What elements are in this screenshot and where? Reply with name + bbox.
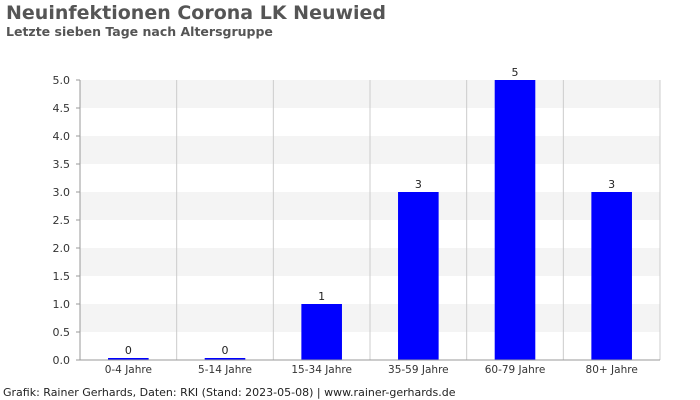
y-axis: 0.0 0.5 1.0 1.5 2.0 2.5 3.0 3.5 4.0 4.5 5.0 bbox=[53, 74, 80, 367]
data-label: 0 bbox=[222, 344, 229, 357]
chart-subtitle: Letzte sieben Tage nach Altersgruppe bbox=[6, 24, 273, 39]
x-tick-label: 0-4 Jahre bbox=[105, 364, 152, 376]
data-label: 3 bbox=[415, 178, 422, 191]
source-credit: Grafik: Rainer Gerhards, Daten: RKI (Sta… bbox=[3, 386, 456, 399]
bar-5-14 Jahre bbox=[204, 358, 246, 360]
data-label: 0 bbox=[125, 344, 132, 357]
y-tick-label: 2.0 bbox=[53, 242, 71, 255]
x-tick-label: 80+ Jahre bbox=[586, 364, 638, 376]
x-tick-label: 35-59 Jahre bbox=[388, 364, 449, 376]
data-label: 5 bbox=[512, 66, 519, 79]
y-tick-label: 4.5 bbox=[53, 102, 71, 115]
bars bbox=[108, 80, 632, 360]
bar-0-4 Jahre bbox=[108, 358, 149, 360]
y-tick-label: 4.0 bbox=[53, 130, 71, 143]
bar-60-79 Jahre bbox=[494, 80, 536, 360]
x-axis: 0-4 Jahre 5-14 Jahre 15-34 Jahre 35-59 Jahr… bbox=[79, 80, 660, 376]
x-tick-label: 5-14 Jahre bbox=[198, 364, 252, 376]
bar-15-34 Jahre bbox=[301, 304, 342, 360]
y-tick-label: 1.0 bbox=[53, 298, 71, 311]
x-tick-label: 15-34 Jahre bbox=[291, 364, 352, 376]
y-tick-label: 3.0 bbox=[53, 186, 71, 199]
chart-title: Neuinfektionen Corona LK Neuwied bbox=[6, 2, 387, 24]
bar-80+ Jahre bbox=[591, 192, 632, 360]
y-tick-label: 2.5 bbox=[53, 214, 71, 227]
y-tick-label: 3.5 bbox=[53, 158, 71, 171]
bar-35-59 Jahre bbox=[398, 192, 439, 360]
y-tick-label: 0.0 bbox=[53, 354, 71, 367]
y-tick-label: 5.0 bbox=[53, 74, 71, 87]
data-labels: 0 0 1 3 5 3 bbox=[125, 66, 615, 357]
x-tick-label: 60-79 Jahre bbox=[485, 364, 546, 376]
data-label: 1 bbox=[318, 290, 325, 303]
data-label: 3 bbox=[608, 178, 615, 191]
y-tick-label: 1.5 bbox=[53, 270, 71, 283]
y-tick-label: 0.5 bbox=[53, 326, 71, 339]
